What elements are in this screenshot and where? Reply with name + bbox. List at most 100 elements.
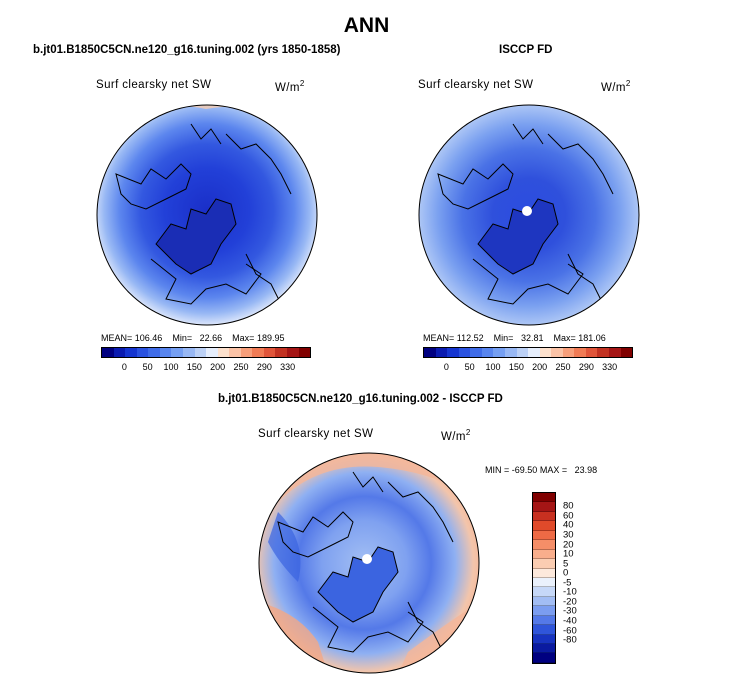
- colorbar-tick-label: 330: [280, 362, 296, 372]
- panel-2-colorbar-ticks: 0 50 100 150 200 250 290 330: [423, 362, 633, 374]
- colorbar-tick-label: -60: [563, 625, 577, 637]
- panel-2-colorbar: [423, 347, 633, 358]
- panel-2-max-label: Max=: [553, 333, 576, 343]
- colorbar-swatch: [113, 348, 126, 357]
- colorbar-swatch: [533, 502, 555, 512]
- colorbar-swatch: [551, 348, 563, 357]
- colorbar-swatch: [533, 606, 555, 616]
- colorbar-tick-label: 100: [163, 362, 179, 372]
- panel-1-field-label: Surf clearsky net SW: [96, 79, 212, 91]
- panel-3-title: b.jt01.B1850C5CN.ne120_g16.tuning.002 - …: [218, 393, 503, 405]
- colorbar-tick-label: 40: [563, 519, 574, 531]
- panel-1-min-label: Min=: [172, 333, 193, 343]
- panel-2-units: W/m2: [601, 79, 631, 94]
- panel-1-mean-label: MEAN=: [101, 333, 133, 343]
- colorbar-swatch: [533, 559, 555, 569]
- colorbar-swatch: [136, 348, 149, 357]
- colorbar-swatch: [458, 348, 471, 357]
- colorbar-tick-label: -5: [563, 577, 572, 589]
- panel-2-field-label: Surf clearsky net SW: [418, 79, 534, 91]
- panel-2-mean-value: 112.52: [456, 333, 484, 343]
- colorbar-swatch: [217, 348, 230, 357]
- colorbar-swatch: [539, 348, 552, 357]
- colorbar-tick-label: 0: [563, 567, 569, 579]
- colorbar-tick-label: 30: [563, 529, 574, 541]
- panel-2-title: ISCCP FD: [499, 44, 553, 56]
- colorbar-swatch: [481, 348, 494, 357]
- colorbar-swatch: [102, 348, 114, 357]
- colorbar-swatch: [194, 348, 207, 357]
- colorbar-swatch: [504, 348, 517, 357]
- panel-2-min-value: 32.81: [520, 333, 544, 343]
- colorbar-swatch: [533, 587, 555, 597]
- colorbar-tick-label: 100: [485, 362, 501, 372]
- colorbar-tick-label: 10: [563, 548, 574, 560]
- colorbar-tick-label: 60: [563, 510, 574, 522]
- panel-1-max-label: Max=: [232, 333, 255, 343]
- panel-2-max-value: 181.06: [578, 333, 606, 343]
- colorbar-swatch: [533, 568, 555, 578]
- colorbar-tick-label: 150: [186, 362, 202, 372]
- colorbar-swatch: [240, 348, 253, 357]
- panel-1-polar-map: [96, 104, 318, 326]
- panel-1-title: b.jt01.B1850C5CN.ne120_g16.tuning.002 (y…: [33, 44, 341, 56]
- colorbar-swatch: [597, 348, 609, 357]
- colorbar-swatch: [533, 530, 555, 541]
- colorbar-swatch: [125, 348, 137, 357]
- colorbar-tick-label: 250: [555, 362, 571, 372]
- colorbar-tick-label: 50: [142, 362, 153, 372]
- colorbar-swatch: [263, 348, 276, 357]
- colorbar-tick-label: -20: [563, 596, 577, 608]
- colorbar-tick-label: 0: [121, 362, 127, 372]
- colorbar-tick-label: 200: [532, 362, 548, 372]
- colorbar-swatch: [159, 348, 172, 357]
- colorbar-tick-label: 290: [578, 362, 594, 372]
- colorbar-swatch: [206, 348, 218, 357]
- colorbar-swatch: [533, 521, 555, 531]
- colorbar-swatch: [171, 348, 183, 357]
- colorbar-swatch: [447, 348, 459, 357]
- colorbar-tick-label: -30: [563, 605, 577, 617]
- panel-2-stats: MEAN= 112.52 Min= 32.81 Max= 181.06: [423, 333, 606, 343]
- colorbar-swatch: [148, 348, 160, 357]
- colorbar-tick-label: 150: [508, 362, 524, 372]
- colorbar-swatch: [252, 348, 264, 357]
- panel-3-units: W/m2: [441, 428, 471, 443]
- colorbar-swatch: [533, 644, 555, 654]
- colorbar-tick-label: -10: [563, 586, 577, 598]
- panel-3-min-value: -69.50: [511, 465, 538, 475]
- colorbar-swatch: [574, 348, 586, 357]
- colorbar-tick-label: 20: [563, 539, 574, 551]
- panel-3-field-label: Surf clearsky net SW: [258, 428, 374, 440]
- colorbar-swatch: [533, 625, 555, 635]
- colorbar-swatch: [533, 653, 555, 663]
- colorbar-swatch: [435, 348, 448, 357]
- panel-1-mean-value: 106.46: [134, 333, 163, 343]
- colorbar-swatch: [229, 348, 241, 357]
- colorbar-swatch: [182, 348, 195, 357]
- colorbar-swatch: [533, 540, 555, 550]
- colorbar-swatch: [620, 348, 633, 357]
- colorbar-swatch: [275, 348, 287, 357]
- colorbar-swatch: [533, 511, 555, 522]
- colorbar-tick-label: -80: [563, 634, 577, 646]
- panel-3-max-value: 23.98: [574, 465, 598, 475]
- panel-2-map-border: [418, 104, 640, 326]
- colorbar-tick-label: 330: [602, 362, 618, 372]
- panel-3-stats: MIN = -69.50 MAX = 23.98: [485, 465, 597, 475]
- colorbar-tick-label: 50: [464, 362, 475, 372]
- colorbar-swatch: [298, 348, 311, 357]
- colorbar-swatch: [533, 634, 555, 644]
- figure-title: ANN: [343, 14, 390, 37]
- colorbar-tick-label: 200: [210, 362, 226, 372]
- panel-3-max-label: MAX =: [539, 465, 568, 475]
- colorbar-swatch: [609, 348, 621, 357]
- panel-1-map-border: [96, 104, 318, 326]
- panel-3-pole-missing-data: [362, 554, 372, 564]
- colorbar-swatch: [528, 348, 540, 357]
- panel-3-colorbar-ticks: 80 60 40 30 20 10 5 0 -5 -10 -20 -30 -40 -60 -80: [563, 492, 593, 664]
- panel-1-stats: MEAN= 106.46 Min= 22.66 Max= 189.95: [101, 333, 284, 343]
- colorbar-swatch: [516, 348, 529, 357]
- colorbar-swatch: [470, 348, 482, 357]
- panel-2-polar-map: [418, 104, 640, 326]
